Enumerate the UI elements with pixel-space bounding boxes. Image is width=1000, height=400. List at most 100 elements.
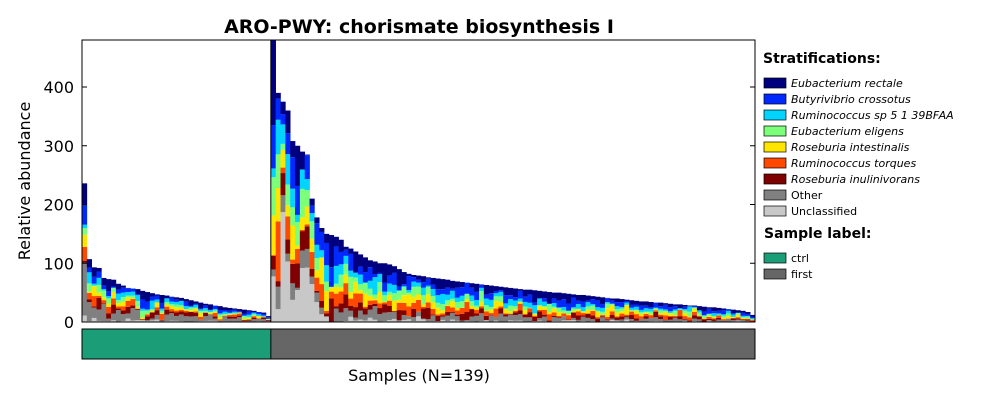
bar-segment — [391, 300, 398, 312]
bar-segment — [445, 306, 451, 313]
bar-segment — [677, 316, 683, 320]
bar-segment — [643, 313, 649, 317]
bar-segment — [503, 316, 509, 322]
bar-segment — [609, 315, 615, 319]
bar-segment — [420, 276, 427, 283]
bar-segment — [488, 306, 494, 310]
bar-segment — [115, 303, 122, 307]
bar-segment — [406, 319, 412, 322]
bar-segment — [750, 319, 756, 321]
bar-segment — [430, 315, 436, 322]
bar-segment — [178, 311, 184, 315]
bar-segment — [265, 319, 272, 320]
bar-segment — [440, 319, 446, 322]
bar-segment — [546, 312, 552, 315]
bar-segment — [512, 315, 519, 321]
bar-segment — [130, 299, 136, 306]
bar-segment — [362, 293, 368, 307]
bar-segment — [149, 293, 155, 297]
bar-segment — [522, 313, 528, 315]
bar-segment — [169, 304, 175, 306]
bar-segment — [561, 313, 567, 317]
bar-segment — [735, 320, 741, 322]
bar-segment — [745, 320, 751, 322]
bar-segment — [96, 277, 102, 285]
bar-segment — [566, 303, 572, 311]
bar-segment — [677, 304, 683, 309]
bar-segment — [324, 265, 330, 282]
bar-segment — [295, 245, 301, 249]
bar-segment — [309, 198, 315, 206]
bar-segment — [430, 308, 436, 315]
bar-segment — [512, 300, 519, 307]
bar-segment — [420, 318, 427, 320]
bar-segment — [261, 313, 267, 316]
bar-segment — [333, 283, 339, 287]
bar-segment — [96, 296, 102, 298]
bar-segment — [541, 301, 548, 306]
bar-segment — [304, 224, 310, 227]
plot-frame — [81, 39, 756, 323]
bar-segment — [667, 313, 673, 316]
bar-segment — [522, 301, 528, 307]
bar-segment — [275, 154, 281, 189]
bar-segment — [382, 291, 388, 296]
legend-entry: Roseburia intestinalis — [791, 141, 910, 154]
bar-segment — [663, 310, 669, 312]
bar-segment — [619, 299, 625, 303]
bar-segment — [343, 283, 349, 295]
bar-segment — [193, 308, 199, 312]
bar-segment — [382, 282, 388, 292]
bar-segment — [232, 314, 238, 317]
bar-segment — [629, 319, 635, 322]
bar-segment — [672, 304, 678, 307]
bar-segment — [658, 306, 664, 309]
bar-segment — [130, 295, 136, 299]
bar-segment — [474, 305, 480, 308]
bar-segment — [406, 292, 412, 295]
bar-segment — [566, 319, 572, 320]
bar-segment — [169, 311, 175, 314]
bar-segment — [362, 308, 368, 315]
bar-segment — [396, 320, 402, 322]
bar-segment — [658, 308, 664, 311]
bar-segment — [144, 301, 151, 310]
bar-segment — [435, 315, 441, 322]
bar-segment — [232, 316, 238, 319]
bar-segment — [619, 311, 625, 314]
bar-segment — [86, 299, 92, 303]
bar-segment — [411, 308, 417, 318]
bar-segment — [624, 305, 630, 315]
bar-segment — [164, 298, 170, 303]
bar-segment — [750, 316, 756, 319]
legend-swatch — [763, 93, 787, 105]
bar-segment — [653, 302, 659, 308]
bar-segment — [178, 297, 184, 301]
bar-segment — [265, 317, 272, 319]
bar-segment — [173, 301, 180, 305]
bar-segment — [401, 320, 407, 322]
bar-segment — [449, 298, 456, 302]
bar-segment — [600, 316, 606, 318]
bar-segment — [580, 311, 586, 312]
bar-segment — [314, 302, 320, 322]
bar-segment — [396, 286, 402, 291]
bar-segment — [735, 313, 741, 315]
bar-segment — [730, 309, 736, 314]
bar-segment — [382, 263, 388, 283]
bar-segment — [580, 320, 586, 322]
bar-segment — [159, 302, 165, 309]
bar-segment — [401, 284, 407, 286]
y-tick-label: 100 — [43, 254, 74, 273]
bar-segment — [106, 298, 112, 304]
bar-segment — [154, 319, 160, 322]
bar-segment — [169, 297, 175, 302]
bar-segment — [580, 311, 586, 314]
bar-segment — [585, 317, 591, 322]
bar-segment — [706, 313, 712, 317]
bar-segment — [193, 304, 199, 308]
bar-segment — [692, 315, 698, 319]
bar-segment — [721, 308, 727, 311]
bar-segment — [207, 304, 214, 310]
bar-segment — [324, 242, 330, 266]
